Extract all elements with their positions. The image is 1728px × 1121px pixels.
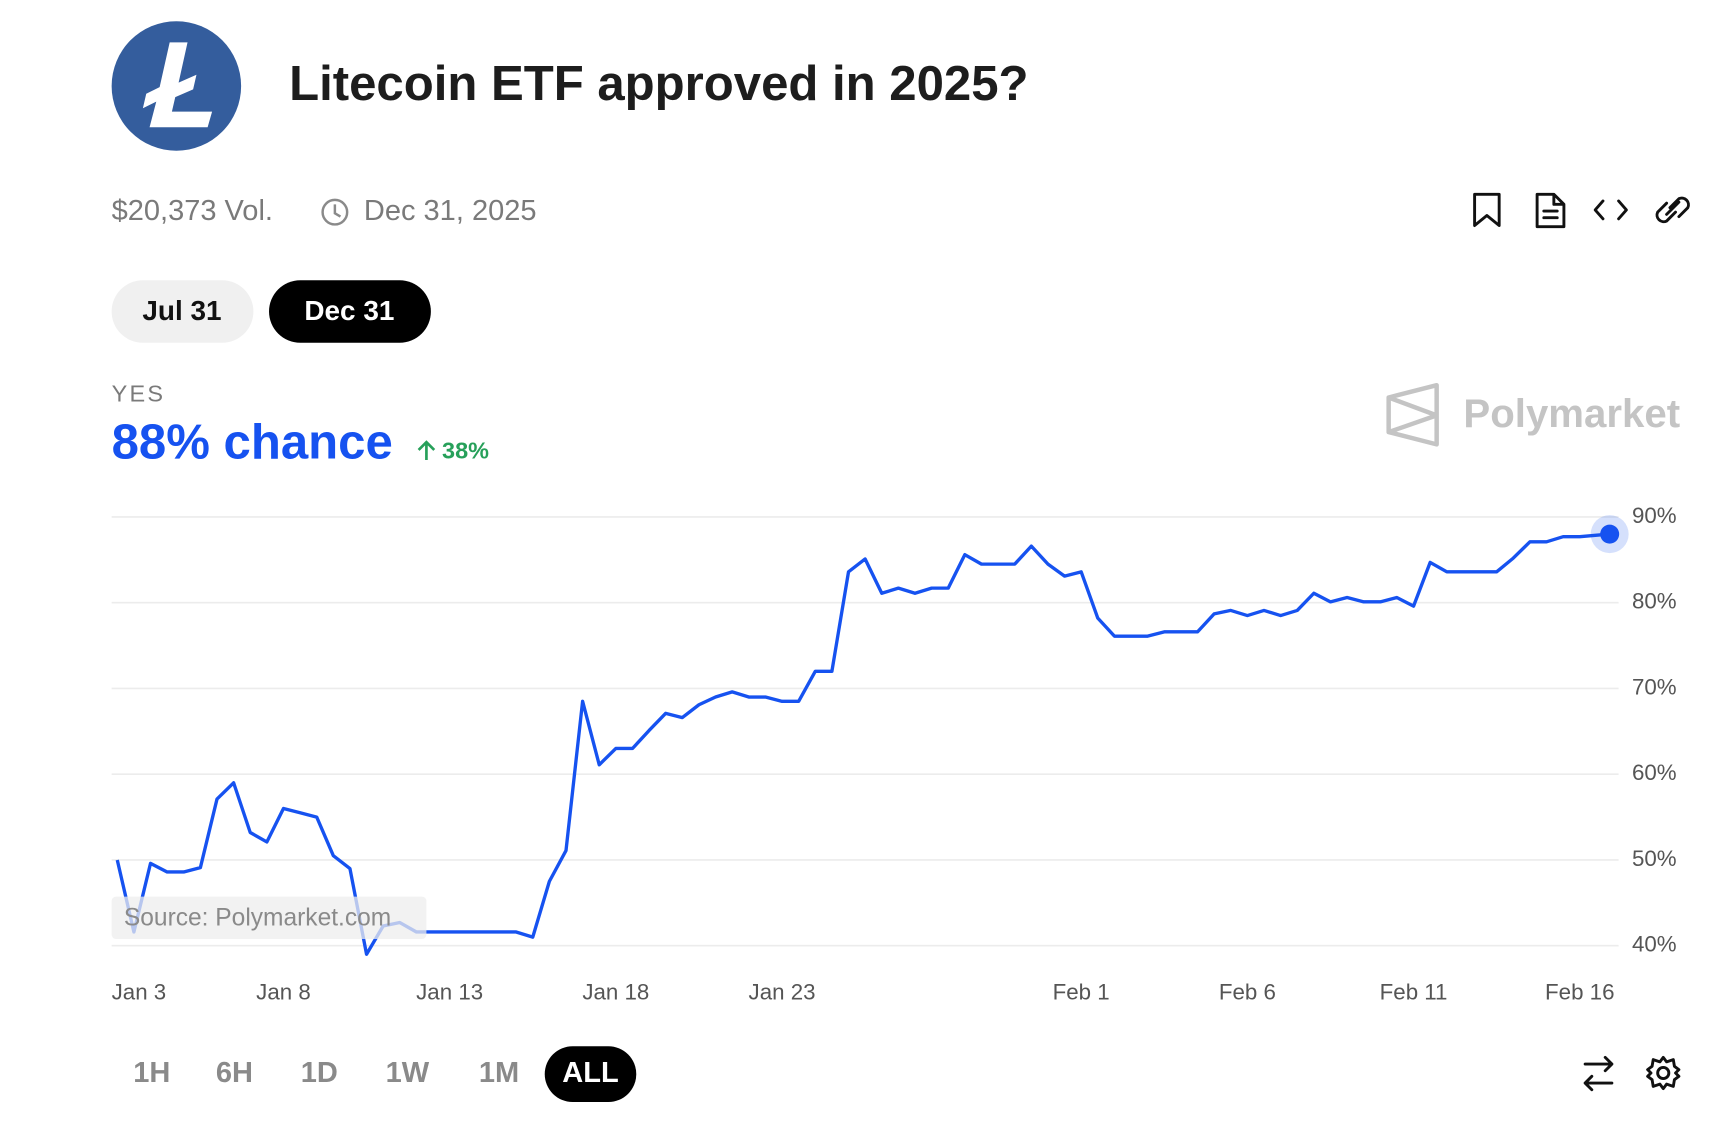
- volume: $20,373 Vol.: [112, 195, 273, 227]
- x-tick-label: Feb 6: [1219, 980, 1276, 1005]
- x-tick-label: Jan 3: [112, 980, 167, 1005]
- x-tick-label: Feb 16: [1545, 980, 1614, 1005]
- x-tick-label: Feb 11: [1380, 980, 1448, 1005]
- y-tick-label: 90%: [1632, 503, 1677, 528]
- polymarket-logo: [1386, 382, 1439, 447]
- embed-button[interactable]: [1593, 199, 1628, 221]
- tab-background-active[interactable]: [269, 280, 431, 343]
- y-tick-label: 50%: [1632, 846, 1677, 871]
- time-range-bar: 1H 6H 1D 1W 1M ALL: [133, 1046, 637, 1103]
- chance: 88% chance: [112, 415, 393, 469]
- plot: 40% 50% 60% 70% 80% 90% Jan 3 Jan 8 Jan 13 Jan 18…: [112, 503, 1677, 1005]
- document-button[interactable]: [1535, 192, 1566, 229]
- x-tick-label: Jan 8: [256, 980, 311, 1005]
- time-range[interactable]: 1M: [479, 1057, 519, 1089]
- brand: Polymarket: [1463, 391, 1680, 436]
- time-range[interactable]: 1D: [301, 1057, 338, 1089]
- endpoint-dot: [1600, 524, 1620, 544]
- time-range[interactable]: ALL: [562, 1057, 618, 1089]
- source-box: [111, 896, 427, 940]
- tab-background[interactable]: [111, 280, 254, 343]
- clock-icon: [321, 198, 349, 226]
- y-tick-label: 40%: [1632, 932, 1677, 957]
- end-date: Dec 31, 2025: [364, 195, 537, 227]
- source: Source: Polymarket.com: [124, 904, 391, 931]
- up-arrow: [417, 440, 436, 461]
- swap-button[interactable]: [1583, 1055, 1614, 1092]
- y-tick-label: 60%: [1632, 760, 1677, 785]
- y-tick-label: 70%: [1632, 674, 1677, 699]
- x-tick-label: Jan 13: [416, 980, 483, 1005]
- bookmark-button[interactable]: [1473, 192, 1501, 227]
- date-tab[interactable]: Jul 31: [142, 295, 221, 326]
- y-tick-label: 80%: [1632, 589, 1677, 614]
- time-range[interactable]: 1W: [386, 1057, 430, 1089]
- outcome-label: YES: [112, 380, 166, 406]
- change: 38%: [442, 437, 489, 463]
- time-range[interactable]: 1H: [133, 1057, 170, 1089]
- x-tick-label: Jan 23: [749, 980, 816, 1005]
- x-tick-label: Feb 1: [1053, 980, 1110, 1005]
- link-button[interactable]: [1655, 196, 1690, 224]
- date-tab-active[interactable]: Dec 31: [304, 295, 394, 326]
- range-active-bg[interactable]: [544, 1046, 637, 1103]
- x-tick-label: Jan 18: [582, 980, 649, 1005]
- market-title: Litecoin ETF approved in 2025?: [289, 57, 1028, 111]
- price-line: [115, 532, 1610, 956]
- litecoin-logo: [111, 21, 242, 151]
- settings-button[interactable]: [1646, 1055, 1681, 1091]
- time-range[interactable]: 6H: [216, 1057, 253, 1089]
